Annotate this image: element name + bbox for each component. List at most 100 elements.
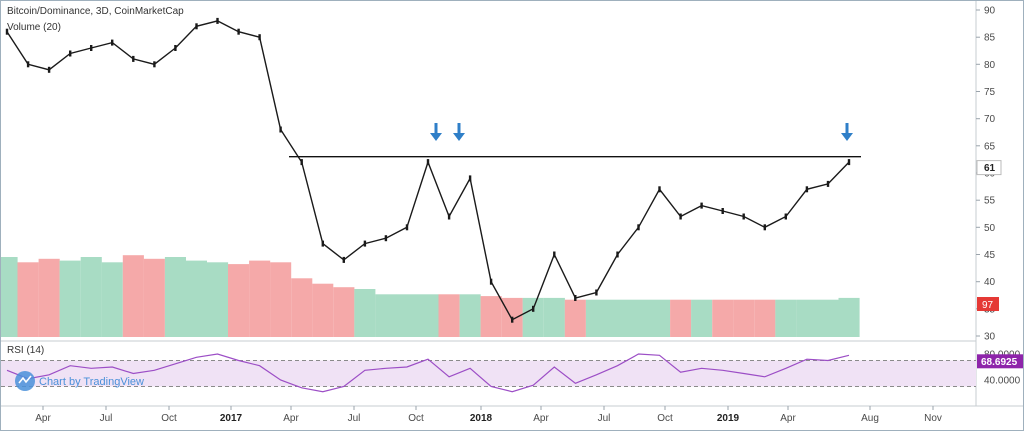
price-candle: [595, 289, 598, 296]
price-candle: [511, 316, 514, 323]
volume-legend: Volume (20): [7, 22, 61, 33]
volume-bar: [122, 255, 144, 337]
price-candle: [700, 202, 703, 209]
volume-bar: [249, 260, 271, 337]
volume-bar: [228, 264, 250, 337]
time-axis[interactable]: Apr Jul Oct 2017 Apr Jul Oct 2018 Apr Jul Oct 2019 A…: [35, 406, 942, 424]
price-candle: [489, 278, 493, 285]
volume-bar: [754, 299, 776, 337]
volume-bar: [775, 299, 797, 337]
volume-bar: [733, 299, 755, 337]
price-candle: [405, 224, 409, 231]
price-candle: [384, 235, 388, 242]
volume-bar: [417, 294, 439, 337]
volume-bar: [480, 296, 502, 337]
volume-bar: [564, 299, 586, 337]
down-arrow-icon: [430, 123, 442, 141]
volume-bar: [143, 258, 165, 337]
x-tick-label: Jul: [598, 413, 611, 424]
price-candle: [342, 256, 345, 263]
volume-bar: [333, 287, 355, 337]
price-candle: [763, 224, 766, 231]
volume-bar: [270, 262, 292, 337]
volume-bar: [185, 260, 207, 337]
volume-bar: [817, 299, 839, 337]
chart-title: Bitcoin/Dominance, 3D, CoinMarketCap: [7, 6, 184, 17]
x-tick-label: Oct: [657, 413, 673, 424]
price-axis[interactable]: 30354045505560657075808590619740.000080.…: [976, 6, 1023, 387]
chart-line-icon: [18, 375, 32, 384]
price-series: [5, 17, 851, 323]
volume-bar: [312, 283, 334, 337]
volume-bar: [396, 294, 418, 337]
price-candle: [5, 28, 9, 35]
price-candle: [363, 240, 367, 247]
x-tick-label: 2018: [470, 413, 493, 424]
volume-bar: [59, 260, 81, 337]
price-candle: [132, 55, 135, 62]
volume-bar: [291, 278, 313, 337]
volume-bar: [438, 294, 460, 337]
price-candle: [616, 251, 619, 258]
volume-bar: [375, 294, 397, 337]
volume-bar: [670, 299, 692, 337]
volume-bar: [543, 297, 565, 337]
price-candle: [574, 295, 577, 301]
volume-bar: [606, 299, 628, 337]
volume-bar: [80, 257, 102, 337]
price-candle: [658, 186, 661, 193]
price-candle: [258, 34, 261, 41]
volume-bar: [1, 257, 18, 337]
volume-bar: [585, 299, 607, 337]
price-candle: [637, 224, 640, 231]
price-candle: [47, 66, 51, 73]
price-candle: [300, 159, 303, 166]
price-candle: [826, 180, 830, 187]
x-tick-label: Apr: [533, 413, 549, 424]
price-candle: [321, 240, 324, 247]
x-tick-label: 2019: [717, 413, 740, 424]
price-candle: [721, 208, 724, 214]
volume-bar: [459, 294, 481, 337]
price-candle: [26, 61, 30, 68]
price-candle: [279, 126, 282, 133]
x-tick-label: Nov: [924, 413, 942, 424]
volume-bar: [522, 297, 544, 337]
price-candle: [847, 159, 851, 166]
volume-bar: [207, 262, 229, 337]
rsi-value-tag: [977, 354, 1023, 369]
volume-bar: [38, 258, 60, 337]
x-tick-label: Apr: [35, 413, 51, 424]
x-tick-label: Jul: [348, 413, 361, 424]
down-arrow-icon: [841, 123, 853, 141]
x-tick-label: Apr: [780, 413, 796, 424]
x-tick-label: 2017: [220, 413, 243, 424]
volume-series: [1, 255, 860, 337]
volume-bar: [101, 262, 123, 337]
last-price-tag: [976, 160, 1002, 176]
rsi-legend: RSI (14): [7, 345, 44, 356]
watermark-text: Chart by TradingView: [39, 376, 144, 388]
tradingview-watermark[interactable]: Chart by TradingView: [15, 371, 144, 391]
price-candle: [216, 17, 219, 24]
price-candle: [447, 213, 451, 220]
price-candle: [553, 251, 556, 258]
price-candle: [468, 175, 472, 182]
price-candle: [805, 186, 809, 193]
volume-bar: [649, 299, 671, 337]
price-candle: [237, 28, 240, 35]
volume-bar: [796, 299, 818, 337]
price-candle: [90, 45, 93, 51]
y-tick-label: 40: [984, 277, 996, 288]
volume-bar: [838, 297, 860, 337]
price-candle: [195, 23, 198, 30]
x-tick-label: Jul: [100, 413, 113, 424]
annotations: [289, 123, 861, 158]
x-tick-label: Oct: [408, 413, 424, 424]
price-candle: [532, 305, 535, 312]
price-candle: [111, 39, 114, 46]
y-tick-label: 65: [984, 141, 996, 152]
volume-bar: [712, 299, 734, 337]
